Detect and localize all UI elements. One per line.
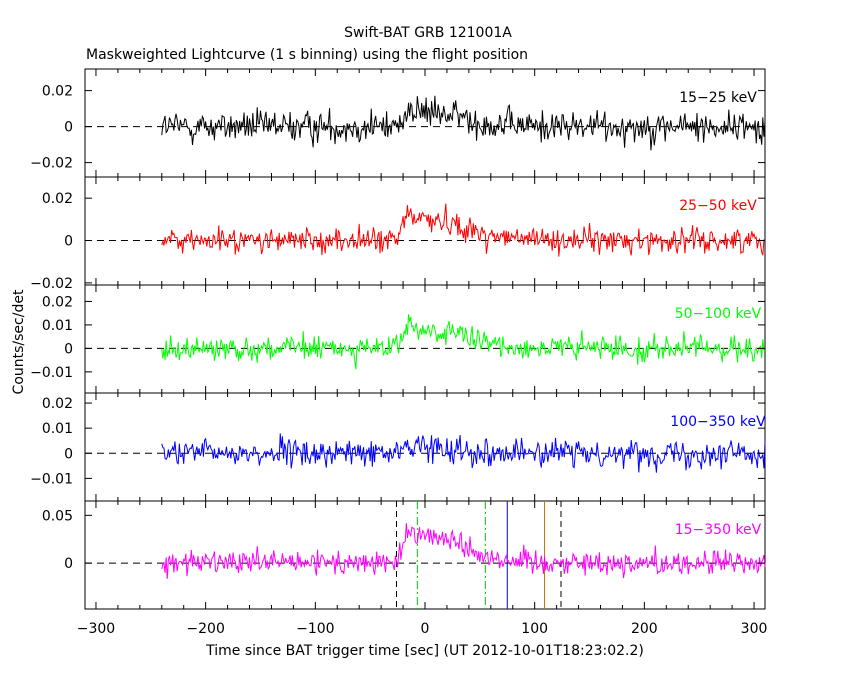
band-label: 15−25 keV: [679, 90, 757, 106]
panel-2: 0.02 0 −0.02 25−50 keV: [30, 176, 766, 292]
lightcurve-series: [161, 433, 766, 473]
band-label: 25−50 keV: [679, 198, 757, 214]
lightcurve-series: [161, 314, 766, 370]
x-tick-label: 300: [741, 621, 768, 637]
band-label: 15−350 keV: [675, 522, 762, 538]
panel-3: 0.02 0.01 0 −0.01 50−100 keV: [30, 284, 766, 394]
x-tick-label: −300: [77, 621, 115, 637]
y-tick-label: 0.02: [42, 191, 73, 207]
panel-frame: [84, 68, 766, 178]
lightcurve-series: [161, 95, 766, 151]
panel-5: 0.05 0 15−350 keV: [42, 500, 766, 610]
y-tick-label: 0: [64, 234, 73, 250]
panel-4: 0.02 0.01 0 −0.01 100−350 keV: [30, 392, 766, 502]
x-tick-label: 0: [421, 621, 430, 637]
y-tick-label: 0: [64, 120, 73, 136]
y-tick-label: −0.02: [30, 276, 73, 292]
x-tick-label: 200: [631, 621, 658, 637]
lightcurve-series: [161, 203, 766, 257]
y-tick-label: 0.01: [42, 318, 73, 334]
x-tick-label: −100: [296, 621, 334, 637]
panel-frame: [84, 500, 766, 610]
y-tick-label: 0.02: [42, 396, 73, 412]
y-tick-label: −0.01: [30, 365, 73, 381]
y-tick-label: 0.02: [42, 84, 73, 100]
lightcurve-series: [161, 523, 766, 579]
y-axis-label: Counts/sec/det: [11, 289, 27, 394]
y-tick-label: 0.05: [42, 508, 73, 524]
y-tick-label: 0: [64, 341, 73, 357]
x-tick-label: 100: [521, 621, 548, 637]
panel-1: 0.02 0 −0.02 15−25 keV: [30, 68, 766, 178]
y-tick-label: 0: [64, 446, 73, 462]
band-label: 100−350 keV: [670, 414, 766, 430]
band-label: 50−100 keV: [675, 306, 762, 322]
y-tick-label: 0.01: [42, 421, 73, 437]
panel-frame: [84, 176, 766, 286]
y-tick-label: 0: [64, 556, 73, 572]
x-axis-label: Time since BAT trigger time [sec] (UT 20…: [205, 643, 644, 659]
figure-subtitle: Maskweighted Lightcurve (1 s binning) us…: [86, 47, 528, 63]
y-tick-label: 0.02: [42, 294, 73, 310]
y-tick-label: −0.02: [30, 156, 73, 172]
x-tick-label: −200: [186, 621, 224, 637]
figure-title: Swift-BAT GRB 121001A: [344, 25, 512, 41]
y-tick-label: −0.01: [30, 471, 73, 487]
